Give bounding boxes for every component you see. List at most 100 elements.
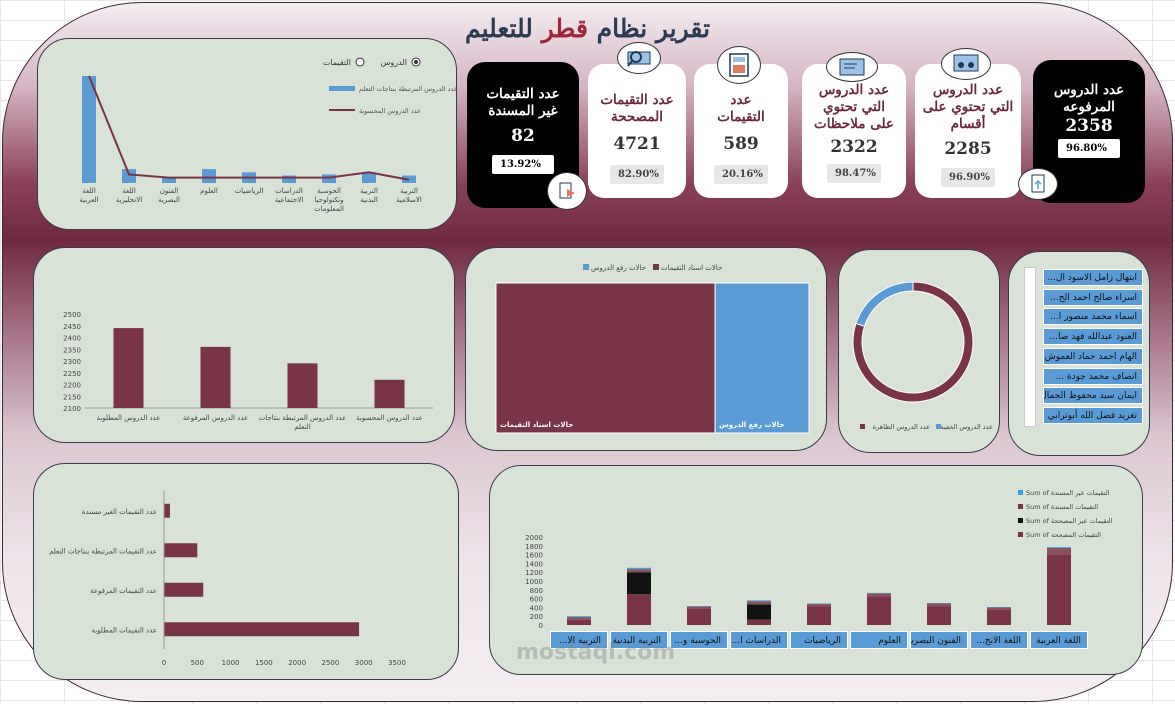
bar-1 — [122, 169, 136, 183]
watermark: mostaql.com — [516, 640, 676, 665]
bar-3 — [374, 379, 405, 408]
slicer-item[interactable]: اسماء محمد منصور ا... — [1043, 308, 1143, 326]
bar-5 — [282, 175, 296, 183]
x-tick-label: 2500 — [322, 659, 340, 667]
kpi-corrected-assessments: عدد التقيمات المصححة 4721 82.90% — [588, 64, 686, 198]
subject-stacked-chart: Sum of التقيمات عير المسندة Sum of التقيم… — [525, 489, 1113, 630]
legend-label: Sum of التقيمات المسندة — [1026, 503, 1098, 511]
bar-2 — [287, 363, 318, 408]
bar-6 — [322, 174, 336, 183]
x-tick-label: عدد الدروس المطلوبة — [97, 414, 161, 422]
stacked-seg — [1047, 548, 1071, 555]
stacked-seg — [927, 606, 951, 625]
stacked-seg — [567, 619, 591, 625]
x-tick-label: الاجتماعية — [275, 196, 304, 204]
legend-swatch-series-1 — [329, 86, 355, 91]
category-button[interactable]: التربية البدنية — [610, 631, 668, 649]
stacked-seg — [807, 603, 831, 607]
slicer-item[interactable]: ابتهال زامل الاسود ال... — [1043, 269, 1143, 286]
lessons-bar-chart: 2100 2150 2200 2250 2300 2350 2400 2450 2500 عدد … — [63, 311, 433, 431]
y-tick-label: 1800 — [525, 543, 543, 551]
stacked-seg — [1047, 547, 1071, 548]
legend-swatch-hidden — [936, 424, 941, 429]
stacked-seg — [567, 617, 591, 620]
x-tick-label: التعلم — [294, 423, 311, 431]
x-tick-label: اللغة — [82, 187, 96, 195]
category-button[interactable]: الفنون البصرية — [910, 631, 968, 649]
lessons-bar-chart-panel[interactable] — [33, 247, 455, 443]
hbar-1 — [164, 543, 198, 558]
slicer-item[interactable]: اسراء صالح احمد الح... — [1043, 288, 1143, 306]
legend-label-series-2: عدد الدروس المحسوبة — [359, 107, 421, 115]
x-tick-label: وتكنولوجيا — [314, 196, 343, 204]
x-tick-label: التربية — [360, 187, 378, 195]
legend-swatch — [1018, 532, 1023, 537]
subject-combo-chart: الدروس التقيمات عدد الدروس المرتبطة بنتاجا… — [79, 57, 457, 213]
radio-assessments-label: التقيمات — [323, 58, 351, 67]
y-tick-label: 600 — [530, 596, 543, 604]
x-tick-label: العربية — [79, 196, 98, 204]
y-tick-label: 2150 — [63, 393, 81, 401]
treemap-label-assign: حالات اسناد التقيمات — [500, 421, 573, 429]
legend-label-upload: حالات رفع الدروس — [591, 264, 646, 272]
stacked-seg — [867, 593, 891, 597]
kpi-assessments: عدد التقيمات 589 20.16% — [694, 64, 788, 198]
subject-combo-chart-panel[interactable] — [37, 38, 457, 230]
y-tick-label: 2500 — [63, 311, 81, 319]
treemap-cell-assign — [495, 282, 716, 434]
stacked-seg — [627, 569, 651, 573]
stacked-seg — [987, 607, 1011, 610]
slicer-scrollbar[interactable] — [1024, 267, 1036, 427]
y-tick-label: 2200 — [63, 382, 81, 390]
x-tick-label: عدد الدروس المرتبطة بنتاجات — [259, 414, 347, 422]
legend-label: Sum of التقيمات عير المسندة — [1026, 489, 1110, 497]
category-button[interactable]: الرياضيات — [790, 631, 848, 649]
x-tick-label: 2000 — [288, 659, 306, 667]
legend-label-series-1: عدد الدروس المرتبطة بنتاجات التعلم — [359, 85, 457, 93]
upload-document-icon — [1018, 168, 1058, 200]
kpi-unassigned-assessments: عدد التقيمات غير المسندة 82 13.92% — [467, 62, 579, 208]
slicer-item[interactable]: ايمان سيد محفوظ الجمال — [1043, 387, 1143, 405]
category-button[interactable]: اللغة الانج... — [970, 631, 1028, 649]
category-button[interactable]: التربية الا... — [550, 631, 608, 649]
legend-label: Sum of التقيمات عير المصححة — [1026, 517, 1113, 525]
stacked-seg — [1047, 554, 1071, 625]
x-tick-label: الدراسات — [275, 187, 303, 195]
y-tick-label: 0 — [539, 622, 543, 630]
stacked-seg — [627, 567, 651, 570]
x-tick-label: التربية — [400, 187, 418, 195]
bar-2 — [162, 177, 176, 183]
category-button[interactable]: العلوم — [850, 631, 908, 649]
y-tick-label: 1600 — [525, 552, 543, 560]
stacked-seg — [567, 616, 591, 618]
hbar-0 — [164, 503, 170, 518]
legend-swatch — [1018, 504, 1023, 509]
radio-lessons-label: الدروس — [381, 58, 407, 67]
page-title: تقرير نظام قطر للتعليم — [464, 14, 711, 43]
x-tick-label: اللغة — [122, 187, 136, 195]
category-button[interactable]: الدراسات ا... — [730, 631, 788, 649]
treemap-label-upload: حالات رفع الدروس — [719, 421, 784, 429]
x-tick-label: 3500 — [388, 659, 406, 667]
legend-label-visible: عدد الدروس الظاهرة — [873, 423, 930, 431]
y-tick-label: عدد التقيمات الغير مسندة — [82, 508, 157, 516]
status-treemap: حالات اسناد التقيمات حالات رفع الدروس حالا… — [495, 264, 810, 434]
legend-label: Sum of التقيمات المصححة — [1026, 531, 1101, 539]
slicer-item[interactable]: تغريد فضل الله أبوترابي — [1043, 406, 1143, 424]
x-tick-label: البدنية — [360, 196, 378, 204]
legend-label-assign: حالات اسناد التقيمات — [661, 264, 722, 272]
bar-0 — [82, 76, 96, 183]
assign-document-icon — [547, 172, 587, 210]
assessments-hbar-panel[interactable] — [33, 463, 459, 680]
y-tick-label: عدد التقيمات المرتبطة بنتاجات التعلم — [49, 547, 157, 555]
x-tick-label: البصرية — [158, 196, 180, 204]
category-button[interactable]: اللغة العربية — [1030, 631, 1088, 649]
category-button[interactable]: الحوسبة و... — [670, 631, 728, 649]
slicer-item[interactable]: الهام احمد حماد العموش — [1043, 347, 1143, 365]
x-tick-label: 3000 — [355, 659, 373, 667]
y-tick-label: 2100 — [63, 405, 81, 413]
slicer-item[interactable]: انصاف محمد جودة ... — [1043, 367, 1143, 385]
stacked-seg — [687, 608, 711, 625]
stacked-seg — [867, 596, 891, 625]
slicer-item[interactable]: العنود عبدالله فهد صا... — [1043, 328, 1143, 346]
